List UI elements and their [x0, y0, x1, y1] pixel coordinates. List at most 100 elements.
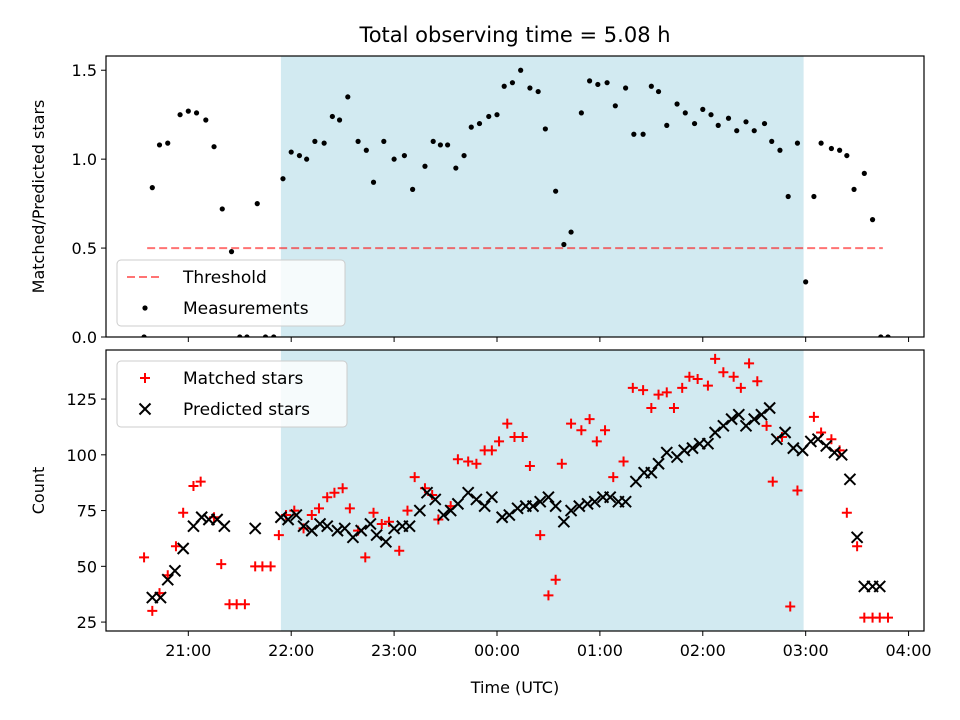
data-point	[566, 418, 577, 429]
data-point	[329, 113, 335, 120]
data-point	[777, 147, 783, 153]
data-point	[818, 140, 824, 146]
data-point	[861, 170, 867, 176]
data-point	[561, 241, 567, 248]
data-point	[518, 67, 524, 73]
data-point	[170, 541, 181, 552]
data-point	[228, 249, 235, 255]
data-point	[682, 110, 688, 116]
data-point	[321, 519, 334, 533]
data-point	[485, 490, 499, 504]
x-tick-label: 03:00	[783, 641, 829, 660]
data-point	[646, 402, 657, 413]
data-point	[612, 103, 618, 109]
data-point	[803, 279, 809, 285]
data-point	[734, 128, 740, 134]
data-point	[564, 504, 578, 517]
data-point	[755, 408, 768, 421]
data-point	[346, 531, 360, 544]
legend-label: Threshold	[182, 268, 267, 288]
data-point	[503, 508, 516, 522]
data-point	[321, 140, 327, 146]
data-point	[379, 535, 393, 549]
legend-label: Predicted stars	[183, 400, 310, 420]
data-point	[461, 152, 467, 159]
data-point	[584, 414, 595, 425]
data-point	[718, 367, 729, 378]
y-tick-label: 100	[66, 446, 97, 465]
data-point	[237, 334, 243, 337]
data-point	[401, 152, 407, 159]
top-panel: 0.0 0.5 1.0 1.5 Matched/Predicted stars Thres…	[29, 55, 925, 347]
data-point	[168, 564, 182, 577]
x-axis-label: Time (UTC)	[470, 678, 559, 697]
data-point	[743, 119, 749, 125]
data-point	[139, 552, 150, 563]
data-point	[329, 487, 340, 498]
data-point	[452, 454, 463, 465]
data-point	[701, 437, 715, 450]
data-point	[535, 530, 546, 541]
data-point	[534, 495, 547, 508]
data-point	[161, 573, 174, 586]
data-point	[437, 142, 444, 148]
data-point	[692, 373, 703, 384]
data-point	[648, 83, 654, 89]
data-point	[708, 112, 714, 118]
data-point	[725, 115, 732, 121]
data-point	[383, 516, 394, 527]
data-point	[770, 432, 784, 446]
data-point	[556, 458, 567, 469]
x-tick-label: 22:00	[268, 641, 314, 660]
data-point	[828, 446, 841, 459]
data-point	[501, 83, 507, 89]
data-point	[370, 179, 377, 185]
observing-window-band	[280, 350, 804, 631]
data-point	[486, 113, 492, 120]
data-point	[763, 401, 776, 415]
data-point	[413, 504, 427, 517]
data-point	[156, 142, 163, 148]
data-point	[778, 426, 792, 439]
data-point	[445, 142, 451, 148]
data-point	[262, 334, 269, 337]
data-point	[677, 382, 688, 393]
data-point	[811, 193, 817, 200]
data-point	[176, 542, 190, 555]
data-point	[785, 601, 796, 612]
x-tick-label: 01:00	[577, 641, 623, 660]
x-tick-label: 00:00	[474, 641, 520, 660]
data-point	[178, 507, 189, 518]
data-point	[826, 434, 837, 445]
legend-box	[116, 259, 346, 327]
data-point	[543, 590, 554, 601]
data-point	[422, 163, 428, 169]
data-point	[535, 88, 541, 95]
data-point	[794, 140, 801, 146]
data-point	[305, 524, 318, 537]
data-point	[804, 435, 818, 448]
data-point	[364, 517, 377, 531]
data-point	[751, 128, 757, 134]
data-point	[376, 518, 387, 529]
data-point	[195, 511, 208, 524]
data-point	[494, 112, 500, 118]
x-tick-label: 21:00	[165, 641, 211, 660]
data-point	[524, 460, 535, 471]
data-point	[715, 122, 721, 128]
data-point	[586, 78, 593, 84]
data-point	[410, 186, 416, 192]
data-point	[296, 152, 303, 159]
data-point	[668, 402, 679, 413]
data-point	[336, 117, 343, 123]
data-point	[430, 138, 436, 144]
data-point	[627, 382, 638, 393]
legend: Threshold Measurements	[116, 259, 346, 327]
data-point	[463, 456, 474, 467]
data-point	[218, 519, 231, 533]
data-point	[660, 446, 673, 459]
data-point	[542, 490, 555, 504]
data-point	[828, 145, 834, 152]
data-point	[429, 493, 442, 506]
data-point	[468, 124, 474, 130]
